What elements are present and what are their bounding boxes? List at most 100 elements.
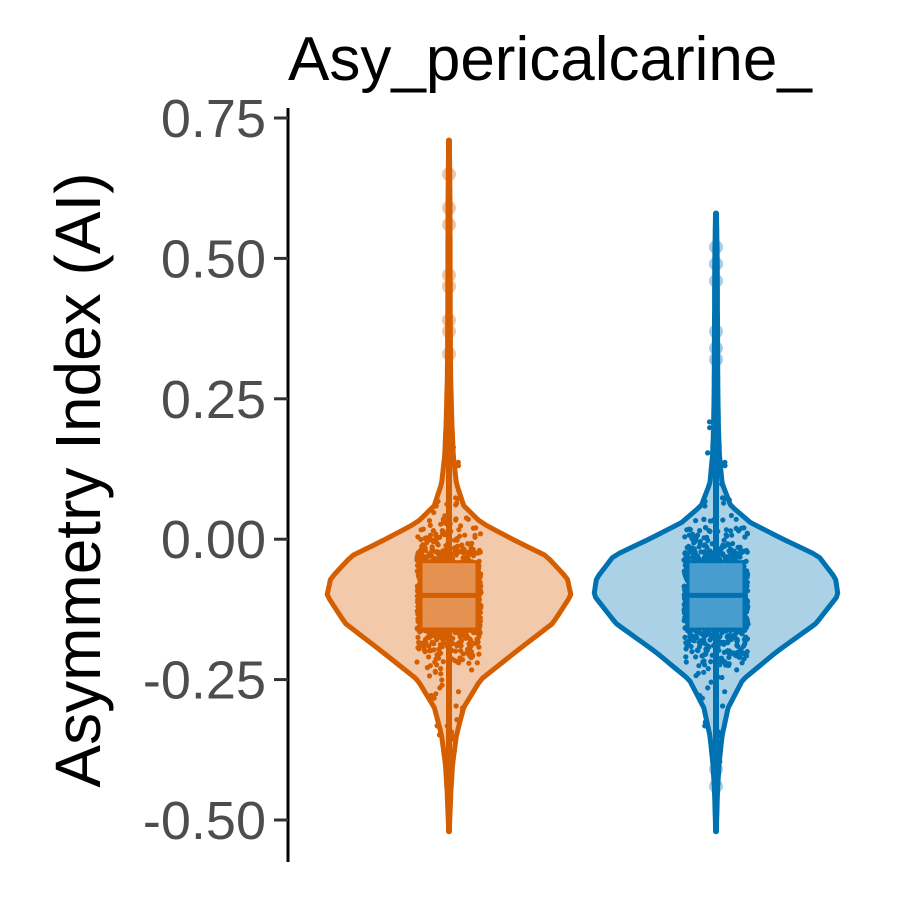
data-point <box>742 534 748 540</box>
data-point <box>433 691 439 697</box>
data-point <box>681 595 688 602</box>
data-point <box>414 659 420 665</box>
data-point <box>693 654 699 660</box>
data-point <box>428 553 434 559</box>
data-point <box>465 516 471 522</box>
data-point <box>474 660 480 666</box>
data-point <box>701 542 707 549</box>
data-point <box>739 660 745 666</box>
data-point <box>451 733 457 739</box>
y-axis-ticks: -0.50 -0.25 0.00 0.25 0.50 0.75 <box>143 89 288 851</box>
data-point <box>718 733 724 739</box>
outlier-point <box>442 346 456 361</box>
data-point <box>455 463 461 469</box>
data-point <box>729 552 735 558</box>
data-point <box>426 534 432 540</box>
data-point <box>470 653 476 659</box>
data-point <box>440 528 446 535</box>
data-point <box>719 481 725 487</box>
data-point <box>741 525 747 531</box>
data-point <box>422 649 428 655</box>
data-point <box>723 527 730 533</box>
data-point <box>453 517 459 523</box>
data-point <box>691 634 697 640</box>
data-point <box>459 542 465 548</box>
violins <box>324 137 841 835</box>
outlier-point <box>442 324 456 339</box>
data-point <box>695 648 701 654</box>
data-point <box>415 534 421 540</box>
data-point <box>683 659 689 665</box>
data-point <box>737 653 743 659</box>
data-point <box>683 554 689 560</box>
data-point <box>414 557 420 563</box>
data-point <box>693 518 699 524</box>
outlier-point <box>709 779 723 794</box>
data-point <box>689 531 696 537</box>
data-point <box>689 649 695 655</box>
data-point <box>707 425 713 431</box>
data-point <box>707 518 714 524</box>
violin-group-1 <box>324 137 574 835</box>
data-point <box>436 732 442 738</box>
data-point <box>743 547 750 554</box>
data-point <box>735 544 741 550</box>
data-point <box>415 584 421 590</box>
data-point <box>439 677 445 683</box>
data-point <box>416 646 422 652</box>
data-point <box>696 663 702 669</box>
data-point <box>462 532 468 538</box>
data-point <box>702 503 708 509</box>
data-point <box>417 551 424 557</box>
data-point <box>454 717 460 723</box>
data-point <box>726 542 732 548</box>
data-point <box>432 669 439 675</box>
data-point <box>699 695 706 701</box>
data-point <box>455 689 462 695</box>
data-point <box>454 641 460 647</box>
data-point <box>720 551 726 557</box>
data-point <box>438 666 444 672</box>
outlier-point <box>709 273 723 288</box>
data-point <box>725 640 731 646</box>
data-point <box>459 548 465 554</box>
data-point <box>469 540 475 547</box>
data-point <box>686 526 692 532</box>
data-point <box>733 516 739 522</box>
data-point <box>427 522 433 528</box>
data-point <box>695 670 701 676</box>
data-point <box>434 662 440 668</box>
data-point <box>681 584 687 590</box>
data-point <box>477 531 484 537</box>
data-point <box>728 512 735 519</box>
chart-title: Asy_pericalcarine_ <box>288 25 813 94</box>
data-point <box>456 659 462 665</box>
data-point <box>701 516 707 523</box>
data-point <box>701 669 707 675</box>
data-point <box>734 637 741 643</box>
data-point <box>739 550 745 556</box>
data-point <box>415 616 421 622</box>
data-point <box>702 719 709 725</box>
outlier-point <box>709 341 723 356</box>
data-point <box>431 695 437 701</box>
data-point <box>686 543 692 549</box>
data-point <box>744 636 751 642</box>
data-point <box>476 651 482 657</box>
data-point <box>435 549 441 555</box>
data-point <box>726 654 732 660</box>
outlier-point <box>442 313 456 328</box>
data-point <box>700 638 706 644</box>
outlier-point <box>709 352 723 367</box>
data-point <box>720 517 726 523</box>
data-point <box>420 526 426 532</box>
data-point <box>703 631 709 637</box>
data-point <box>456 527 462 533</box>
data-point <box>426 518 433 524</box>
data-point <box>724 533 730 539</box>
y-tick-label: 0.25 <box>161 370 266 430</box>
data-point <box>431 509 437 516</box>
data-point <box>472 550 478 556</box>
data-point <box>705 666 711 672</box>
